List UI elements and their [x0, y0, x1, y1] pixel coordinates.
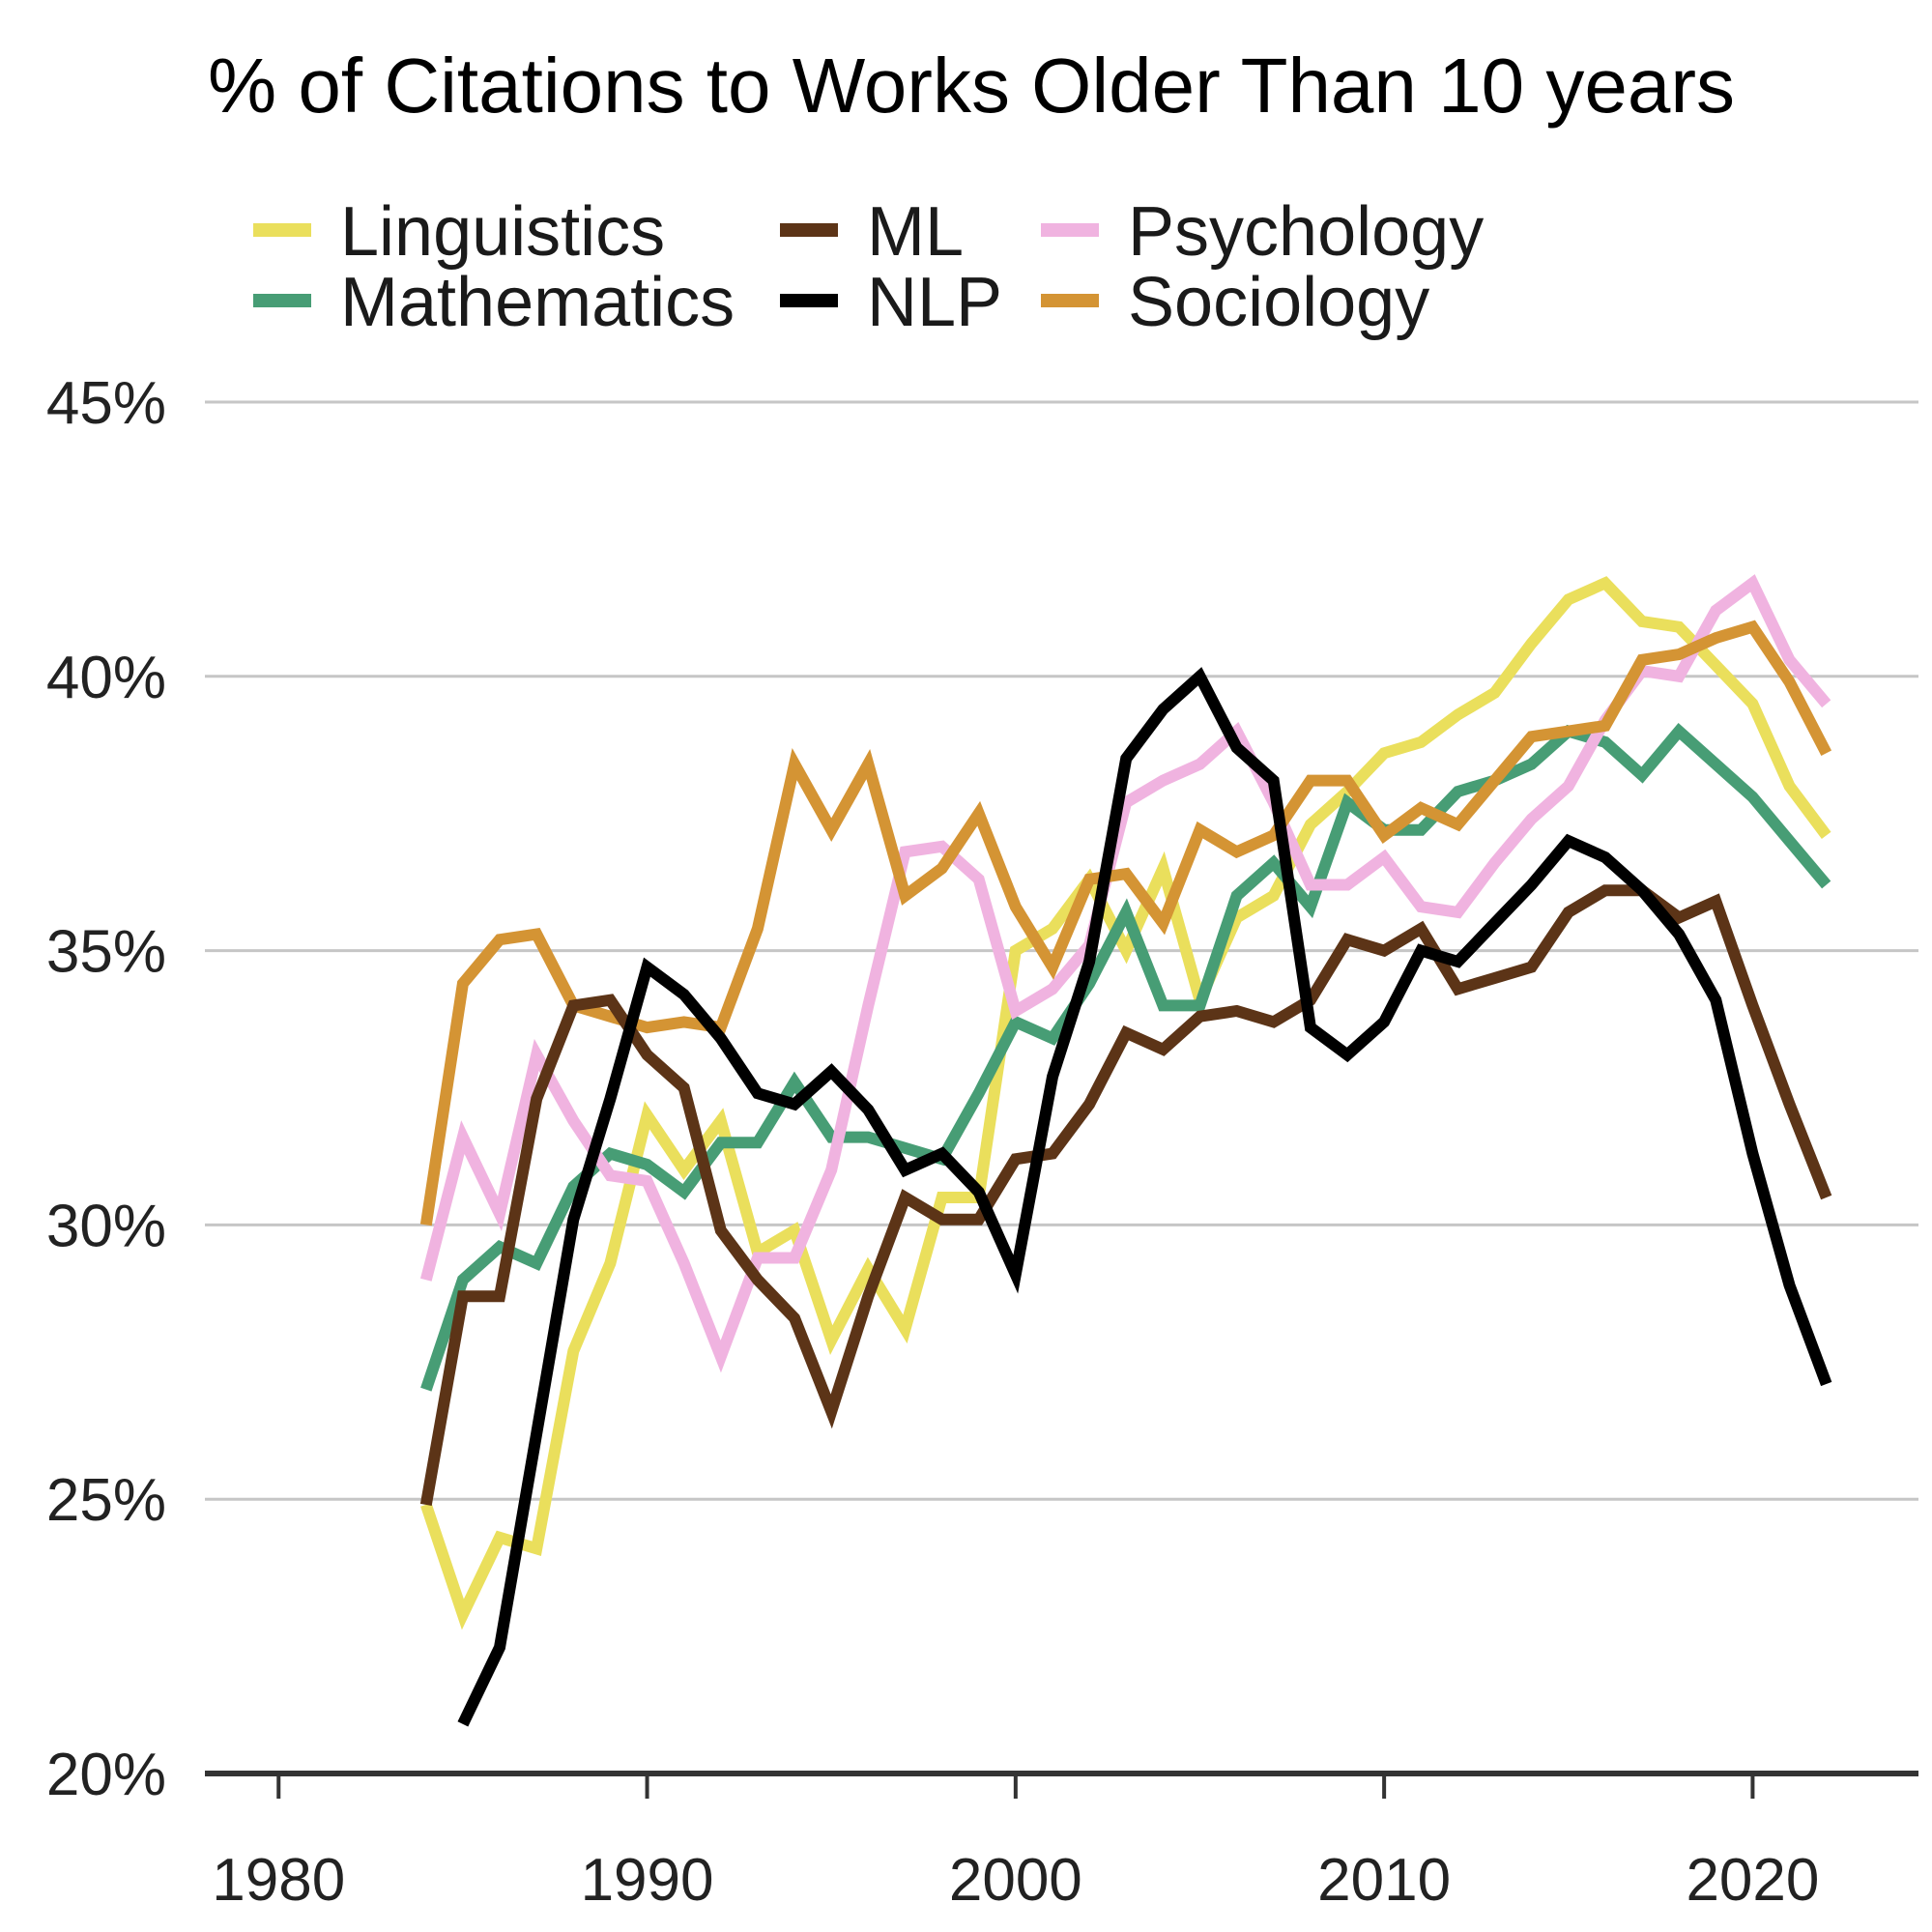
axes: 20% 25% 30% 35% 40% 45% 1980 1990 2000 2010 2020 — [46, 370, 1918, 1914]
x-tick-label-1990: 1990 — [581, 1847, 714, 1914]
legend-label-mathematics: Mathematics — [340, 264, 735, 341]
legend-label-ml: ML — [867, 193, 964, 271]
legend-item-ml: ML — [780, 193, 964, 271]
legend-item-psychology: Psychology — [1041, 193, 1484, 271]
legend-label-nlp: NLP — [867, 264, 1002, 341]
x-tick-label-1980: 1980 — [212, 1847, 345, 1914]
y-tick-label-40: 40% — [46, 645, 166, 711]
series-line-sociology — [419, 620, 1832, 1226]
series-line-psychology — [419, 574, 1831, 1373]
series-line-linguistics — [420, 576, 1831, 1630]
y-tick-label-30: 30% — [46, 1193, 166, 1259]
x-tick-label-2000: 2000 — [949, 1847, 1082, 1914]
x-tick-label-2010: 2010 — [1317, 1847, 1451, 1914]
legend-label-psychology: Psychology — [1128, 193, 1484, 271]
series-lines — [419, 574, 1832, 1727]
series-line-nlp — [457, 667, 1832, 1727]
legend-item-mathematics: Mathematics — [253, 264, 735, 341]
y-tick-label-35: 35% — [46, 919, 166, 986]
y-tick-label-45: 45% — [46, 370, 166, 437]
y-tick-label-25: 25% — [46, 1467, 166, 1534]
legend-item-nlp: NLP — [780, 264, 1002, 341]
x-tick-label-2020: 2020 — [1686, 1847, 1819, 1914]
legend-item-sociology: Sociology — [1041, 264, 1429, 341]
legend-item-linguistics: Linguistics — [253, 193, 665, 271]
chart-title: % of Citations to Works Older Than 10 ye… — [208, 43, 1735, 129]
series-line-mathematics — [420, 723, 1831, 1392]
series-line-ml — [419, 884, 1832, 1506]
legend-label-linguistics: Linguistics — [340, 193, 665, 271]
y-tick-label-20: 20% — [46, 1742, 166, 1808]
legend-label-sociology: Sociology — [1128, 264, 1429, 341]
